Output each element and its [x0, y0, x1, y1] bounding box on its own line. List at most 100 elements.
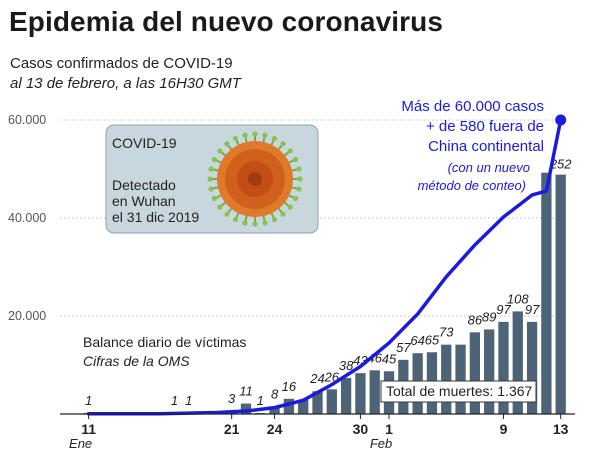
death-bar-label: 65 [425, 332, 440, 347]
death-bar [512, 311, 523, 414]
death-bar-label: 16 [282, 379, 297, 394]
death-bar-label: 89 [482, 309, 496, 324]
virus-spike-tip [242, 220, 248, 226]
death-bar-label: 97 [525, 302, 540, 317]
x-tick-label: 1 [385, 421, 393, 437]
deaths-note: Balance diario de víctimas Cifras de la … [83, 334, 246, 369]
virus-spike-tip [297, 176, 303, 182]
annotation-line3: China continental [428, 138, 544, 155]
x-tick-label: 11 [81, 421, 96, 437]
virus-spike-tip [217, 204, 223, 210]
cases-annotation: Más de 60.000 casos + de 580 fuera de Ch… [401, 98, 544, 193]
annotation-line1: Más de 60.000 casos [401, 98, 544, 115]
death-bar-label: 57 [396, 340, 411, 355]
death-bar-label: 252 [549, 157, 572, 172]
x-axis-ticks: 11 21 24 30 1 9 13 Ene Feb [69, 414, 569, 450]
virus-spike-tip [296, 166, 302, 172]
info-box-line3: el 31 dic 2019 [112, 209, 199, 225]
virus-spike-tip [280, 211, 286, 217]
virus-spike-tip [211, 156, 218, 163]
virus-spike-tip [252, 131, 258, 137]
virus-spike-tip [208, 186, 214, 192]
virus-spike-tip [271, 216, 278, 223]
virus-spike-tip [242, 132, 248, 138]
virus-spike-tip [292, 156, 299, 163]
death-bar-label: 97 [496, 302, 511, 317]
y-axis-ticks: 20.000 40.000 60.000 [8, 113, 46, 323]
info-box-line2: en Wuhan [112, 193, 176, 209]
virus-spike-tip [280, 141, 286, 147]
death-bar-label: 1 [171, 393, 178, 408]
death-bar [541, 172, 552, 414]
virus-spike-tip [262, 220, 268, 226]
death-bar [269, 406, 280, 414]
virus-spike-tip [208, 166, 214, 172]
death-bar-label: 73 [439, 325, 454, 340]
cases-endpoint [555, 114, 567, 126]
info-box-heading: COVID-19 [112, 135, 177, 151]
cases-series [86, 114, 567, 416]
virus-spike-tip [232, 216, 239, 223]
death-bar [469, 332, 481, 414]
x-tick-label: 21 [224, 421, 240, 437]
death-bar [441, 344, 452, 414]
death-bar-label: 46 [367, 350, 382, 365]
chart-subtitle: Casos confirmados de COVID-19 [10, 55, 233, 72]
death-bar-label: 1 [85, 393, 92, 408]
virus-spike-tip [211, 195, 218, 202]
death-bar-label: 3 [228, 391, 236, 406]
death-bar [526, 321, 538, 414]
death-bar-label: 64 [410, 333, 424, 348]
annotation-note1: (con un nuevo [448, 160, 530, 175]
x-tick-label: 30 [353, 421, 369, 437]
page-title: Epidemia del nuevo coronavirus [9, 6, 444, 37]
virus-spike-tip [207, 176, 213, 182]
death-bar [283, 398, 295, 414]
virus-spike-tip [292, 195, 299, 202]
info-box: COVID-19 Detectado en Wuhan el 31 dic 20… [105, 124, 319, 234]
virus-spike-tip [252, 221, 258, 227]
virus-spike-tip [232, 135, 239, 142]
virus-spike-tip [224, 141, 230, 147]
virus-spike-tip [287, 204, 293, 210]
cases-line [86, 118, 563, 416]
death-bar-label: 24 [309, 371, 324, 386]
death-bar-label: 11 [239, 384, 253, 399]
death-bar [498, 321, 509, 414]
death-bar [369, 370, 380, 414]
virus-icon [207, 131, 303, 227]
y-tick-label: 40.000 [8, 211, 46, 225]
death-bar-label: 108 [507, 291, 529, 306]
death-bar [484, 329, 495, 414]
annotation-note2: método de conteo) [418, 178, 526, 193]
y-tick-label: 20.000 [8, 309, 46, 323]
virus-spike-tip [271, 135, 278, 142]
x-month-label: Ene [69, 436, 92, 450]
death-bar-label: 8 [271, 386, 279, 401]
virus-spike-tip [296, 186, 302, 192]
deaths-note-source: Cifras de la OMS [83, 353, 190, 369]
x-tick-label: 9 [500, 421, 508, 437]
virus-spike-tip [217, 148, 223, 154]
death-bar [455, 344, 466, 414]
death-bar [298, 399, 309, 414]
gridlines [60, 119, 560, 317]
x-month-label: Feb [370, 436, 392, 450]
death-bar [355, 373, 366, 414]
total-deaths-label: Total de muertes: 1.367 [386, 383, 533, 399]
chart-date-line: al 13 de febrero, a las 16H30 GMT [10, 75, 241, 92]
total-deaths-box: Total de muertes: 1.367 [380, 380, 537, 403]
virus-spike-tip [224, 211, 230, 217]
y-tick-label: 60.000 [8, 113, 46, 127]
death-bar [555, 174, 566, 414]
death-bar [240, 403, 252, 414]
virus-spike-tip [262, 132, 268, 138]
death-bar [326, 389, 337, 414]
annotation-line2: + de 580 fuera de [426, 118, 544, 135]
death-bar-label: 45 [382, 351, 397, 366]
death-bar [340, 377, 352, 414]
death-bar-label: 38 [339, 358, 354, 373]
